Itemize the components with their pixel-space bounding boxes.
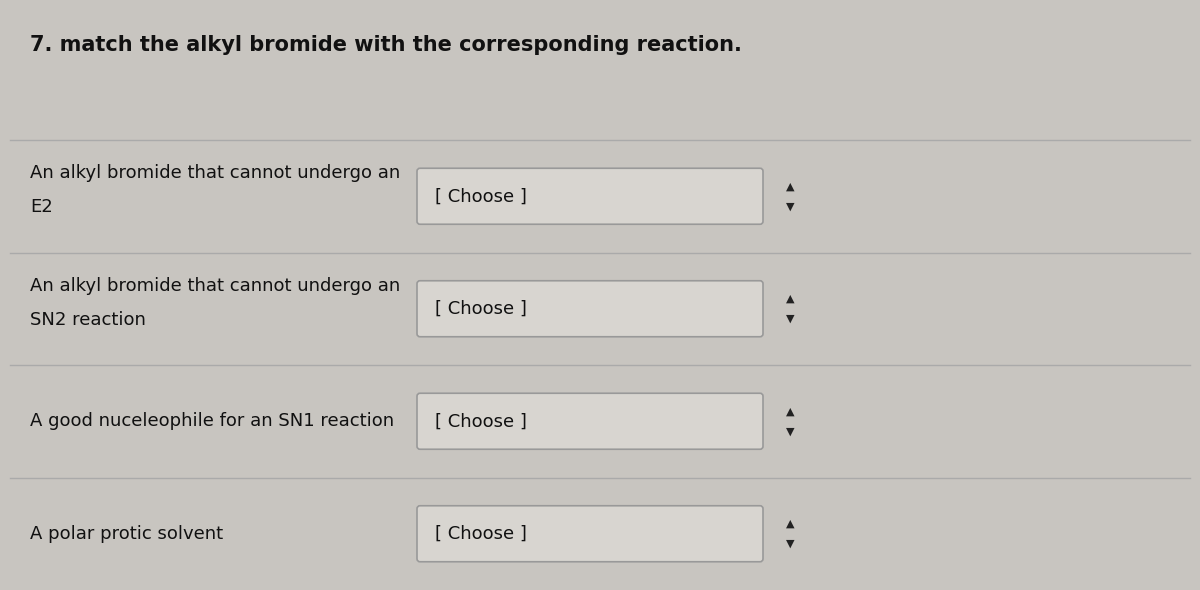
FancyBboxPatch shape	[418, 394, 763, 449]
Text: ▲: ▲	[786, 407, 794, 417]
Text: ▲: ▲	[786, 294, 794, 304]
FancyBboxPatch shape	[418, 281, 763, 337]
Text: ▼: ▼	[786, 539, 794, 549]
Text: SN2 reaction: SN2 reaction	[30, 311, 146, 329]
Text: ▼: ▼	[786, 201, 794, 211]
Text: ▲: ▲	[786, 181, 794, 191]
Text: A polar protic solvent: A polar protic solvent	[30, 525, 223, 543]
Text: E2: E2	[30, 198, 53, 217]
Text: [ Choose ]: [ Choose ]	[436, 525, 527, 543]
Text: ▼: ▼	[786, 314, 794, 324]
Text: ▼: ▼	[786, 426, 794, 436]
Text: ▲: ▲	[786, 519, 794, 529]
Text: [ Choose ]: [ Choose ]	[436, 300, 527, 318]
FancyBboxPatch shape	[418, 506, 763, 562]
Text: An alkyl bromide that cannot undergo an: An alkyl bromide that cannot undergo an	[30, 164, 401, 182]
FancyBboxPatch shape	[418, 168, 763, 224]
Text: A good nuceleophile for an SN1 reaction: A good nuceleophile for an SN1 reaction	[30, 412, 394, 430]
Text: 7. match the alkyl bromide with the corresponding reaction.: 7. match the alkyl bromide with the corr…	[30, 35, 742, 55]
Text: [ Choose ]: [ Choose ]	[436, 187, 527, 205]
Text: An alkyl bromide that cannot undergo an: An alkyl bromide that cannot undergo an	[30, 277, 401, 295]
Text: [ Choose ]: [ Choose ]	[436, 412, 527, 430]
